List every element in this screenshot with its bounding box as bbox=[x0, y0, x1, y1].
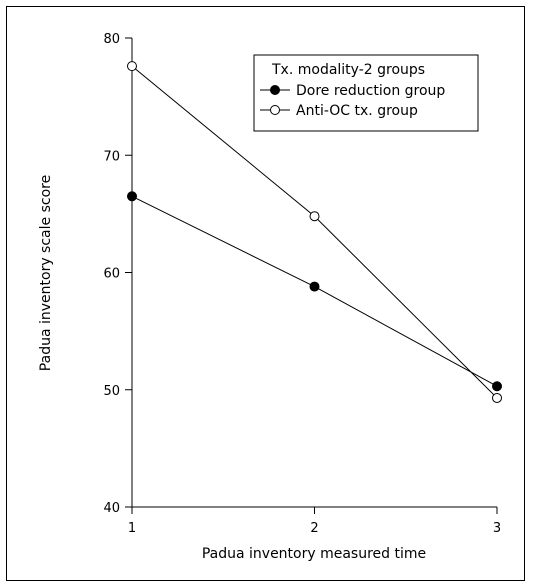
data-point-series-1 bbox=[309, 281, 320, 292]
data-point-series-2 bbox=[492, 392, 502, 403]
y-axis-label: Padua inventory scale score bbox=[38, 175, 54, 371]
data-point-series-2 bbox=[309, 211, 320, 222]
x-tick-label: 3 bbox=[493, 521, 501, 536]
x-tick-label: 1 bbox=[128, 521, 136, 536]
x-tick-label: 2 bbox=[310, 521, 318, 536]
y-tick-label: 60 bbox=[103, 267, 120, 282]
series-layer bbox=[127, 61, 502, 403]
data-point-series-1 bbox=[127, 191, 137, 202]
legend-title: Tx. modality-2 groups bbox=[271, 62, 425, 78]
axes: 40 50 60 70 80 1 2 3 bbox=[103, 32, 501, 536]
legend-label-1: Dore reduction group bbox=[296, 83, 445, 99]
data-point-series-2 bbox=[127, 61, 137, 72]
y-tick-label: 40 bbox=[103, 501, 120, 516]
legend-marker-1 bbox=[270, 85, 280, 95]
legend-marker-2 bbox=[270, 105, 280, 115]
legend: Tx. modality-2 groups Dore reduction gro… bbox=[253, 54, 479, 132]
legend-label-2: Anti-OC tx. group bbox=[296, 103, 418, 119]
legend-box bbox=[253, 54, 479, 132]
y-tick-label: 70 bbox=[103, 149, 120, 164]
data-point-series-1 bbox=[492, 381, 502, 392]
y-tick-label: 50 bbox=[103, 384, 120, 399]
y-tick-label: 80 bbox=[103, 32, 120, 47]
x-axis-label: Padua inventory measured time bbox=[202, 546, 426, 562]
